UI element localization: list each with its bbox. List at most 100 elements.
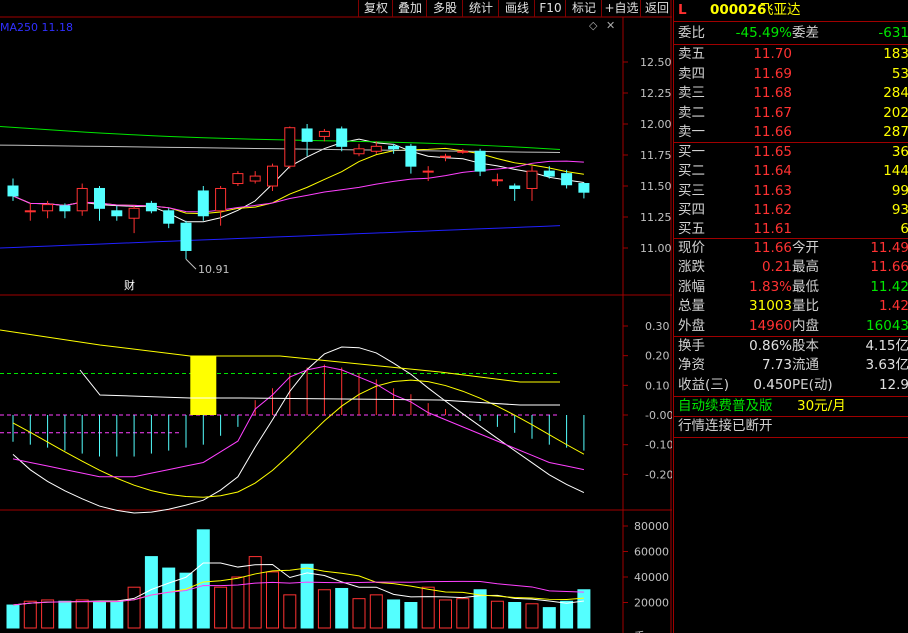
candle-down [388,145,400,150]
candle-down [474,150,486,172]
volume-bar-down [110,600,124,629]
candle-down [301,128,313,142]
stat-label: 最高 [792,259,819,276]
buy-price: 11.65 [753,144,792,160]
stat-row: 涨跌 0.21 最高 11.66 [674,258,908,277]
volume-bar-up [266,571,279,629]
toolbar-button-6[interactable]: 标记 [565,0,602,17]
stock-tag: L [678,2,687,18]
settings-diamond-icon[interactable]: ◇ [589,19,598,32]
volume-bar-down [6,604,20,629]
connection-status: 行情连接已断开 [678,418,773,434]
candle-up [249,175,261,182]
candle-up [370,145,382,152]
macd-axis-label: 0.30 [645,320,670,333]
promo-row[interactable]: 自动续费普及版 30元/月 [674,397,908,416]
candle-down [111,210,123,217]
buy-price: 11.63 [753,182,792,199]
candle-down [578,183,590,193]
toolbar-button-3[interactable]: 统计 [462,0,499,17]
volume-bar-down [144,556,158,629]
candle-up [440,155,451,158]
ma60-line [0,125,561,151]
sell-label: 卖五 [678,46,705,62]
stat-label: 现价 [678,240,705,256]
sell-price: 11.67 [753,104,792,121]
toolbar-button-1[interactable]: 叠加 [392,0,427,17]
sell-row: 卖二 11.67 202 [674,104,908,123]
sell-volume: 183 [883,46,908,62]
volume-bar-up [421,586,435,629]
toolbar-button-0[interactable]: 复权 [358,0,393,17]
low-price-marker: 10.91 [198,263,230,276]
volume-bar-down [387,599,401,629]
volume-bar-down [58,600,72,629]
buy-label: 买三 [678,182,705,199]
volume-ma20-line [12,580,584,606]
toolbar-button-5[interactable]: F10 [534,0,566,17]
price-axis-label: 11.50 [640,180,672,193]
volume-bar-up [352,598,366,629]
macd-axis-label: -0.20 [645,468,672,481]
close-chart-icon[interactable]: ✕ [606,19,616,32]
stat-label: 涨跌 [678,259,705,276]
stat-value: 0.450 [753,376,792,393]
sell-row: 卖四 11.69 53 [674,65,908,84]
stat-label: 最低 [792,278,819,295]
macd-upper-line-2 [79,369,560,406]
volume-bar-down [335,587,349,629]
promo-text[interactable]: 自动续费普及版 [678,398,773,414]
promo-price[interactable]: 30元/月 [797,398,846,414]
buy-volume: 93 [891,201,908,218]
ma5-line [12,138,584,223]
stat-value: 12.9 [878,376,908,393]
stat-value: 4.15亿 [865,338,908,354]
buy-row: 买二 11.64 144 [674,162,908,181]
stat-label: 总量 [678,298,705,315]
stat-value: 3.63亿 [865,357,908,374]
buy-volume: 36 [891,144,908,160]
candle-up [422,170,434,173]
sell-volume: 284 [883,85,908,101]
kline-chart-area[interactable]: 12.50 12.25 12.00 11.75 11.50 11.25 11.00 10.91… [0,0,672,633]
kline-chart-svg[interactable]: 12.50 12.25 12.00 11.75 11.50 11.25 11.00 10.91… [0,0,672,633]
volume-bar-up [317,589,331,629]
candle-down [561,173,573,186]
stat2-row: 净资 7.73 流通 3.63亿 [674,356,908,375]
stat-value: 16043 [866,317,908,334]
toolbar-button-7[interactable]: +自选 [601,0,641,17]
toolbar-button-4[interactable]: 画线 [498,0,535,17]
toolbar-button-2[interactable]: 多股 [426,0,463,17]
candle-up [284,127,296,167]
stat-row: 总量 31003 量比 1.42 [674,297,908,316]
stat2-row: 收益(三) 0.450 PE(动) 12.9 [674,376,908,395]
candle-down [145,202,157,212]
stat-label: 收益(三) [678,376,730,393]
toolbar-button-8[interactable]: 返回 [640,0,673,17]
volume-bar-down [473,589,487,629]
buy-row: 买五 11.61 6 [674,220,908,239]
stat-row: 涨幅 1.83% 最低 11.42 [674,278,908,297]
candle-down [163,210,175,224]
volume-bar-up [23,600,37,629]
volume-bar-up [41,599,55,629]
volume-axis-label: 60000 [634,546,669,559]
buy-price: 11.64 [753,163,792,180]
stat-value: 11.49 [870,240,908,256]
candle-up [42,204,54,212]
sell-price: 11.70 [753,46,792,62]
stat-label: 净资 [678,357,705,374]
macd-dif-line [12,346,585,514]
volume-bar-down [577,589,591,629]
status-row: 行情连接已断开 [674,417,908,436]
sell-label: 卖二 [678,104,705,121]
sell-label: 卖四 [678,65,705,82]
candle-down [543,170,555,177]
candle-up [76,187,88,212]
volume-axis-label: 20000 [634,597,669,610]
finance-marker: 财 [124,278,135,292]
weicha-label: 委差 [792,25,819,41]
macd-upper-line [0,329,560,383]
sell-row: 卖五 11.70 183 [674,45,908,64]
sell-price: 11.68 [753,85,792,101]
